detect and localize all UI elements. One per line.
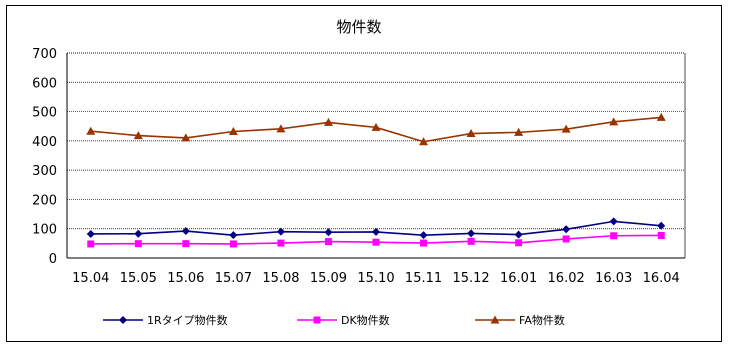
x-tick-label: 16.01 xyxy=(500,271,537,286)
y-tick-label: 200 xyxy=(32,193,57,208)
data-point xyxy=(134,229,143,238)
legend-marker xyxy=(119,316,127,324)
data-point xyxy=(657,231,665,239)
data-point xyxy=(657,221,666,230)
data-point xyxy=(562,235,570,243)
y-tick-labels: 0 100 200 300 400 500 600 700 xyxy=(32,47,57,267)
data-point xyxy=(324,228,333,237)
data-point xyxy=(182,240,190,248)
series-1 xyxy=(87,231,665,248)
data-point xyxy=(467,229,476,238)
data-point xyxy=(229,231,238,240)
data-point xyxy=(276,124,286,133)
x-tick-label: 15.07 xyxy=(215,271,252,286)
legend-marker xyxy=(490,315,500,324)
x-tick-label: 16.02 xyxy=(548,271,585,286)
data-point xyxy=(610,232,618,240)
legend-item: FA物件数 xyxy=(475,313,565,327)
legend-label: DK物件数 xyxy=(341,313,390,327)
series-0 xyxy=(86,217,666,240)
data-point xyxy=(228,126,238,135)
series-2 xyxy=(86,112,666,146)
data-point xyxy=(609,217,618,226)
x-tick-label: 16.04 xyxy=(643,271,680,286)
data-point xyxy=(277,239,285,247)
x-tick-label: 15.09 xyxy=(310,271,347,286)
y-tick-label: 600 xyxy=(32,76,57,91)
legend-label: FA物件数 xyxy=(519,313,565,327)
y-tick-label: 100 xyxy=(32,223,57,238)
data-point xyxy=(86,126,96,135)
data-point xyxy=(609,117,619,126)
legend-label: 1Rタイプ物件数 xyxy=(147,313,228,327)
data-point xyxy=(467,237,475,245)
data-point xyxy=(134,240,142,248)
data-point xyxy=(276,227,285,236)
x-tick-label: 15.10 xyxy=(357,271,394,286)
data-point xyxy=(562,225,571,234)
data-point xyxy=(181,133,191,142)
x-tick-label: 15.08 xyxy=(262,271,299,286)
x-tick-labels: 15.04 15.05 15.06 15.07 15.08 15.09 15.10 15.11… xyxy=(72,271,680,286)
data-point xyxy=(466,129,476,138)
data-point xyxy=(86,229,95,238)
x-tick-label: 16.03 xyxy=(595,271,632,286)
data-point xyxy=(372,238,380,246)
data-point xyxy=(372,227,380,236)
legend-item: 1Rタイプ物件数 xyxy=(103,313,228,327)
y-tick-label: 400 xyxy=(32,135,57,150)
chart-title: 物件数 xyxy=(336,18,381,36)
y-tick-label: 500 xyxy=(32,106,57,121)
data-point xyxy=(87,240,95,248)
data-point xyxy=(324,238,332,246)
data-point xyxy=(323,117,333,126)
data-point xyxy=(561,124,571,133)
x-tick-label: 15.12 xyxy=(452,271,489,286)
series xyxy=(86,112,666,248)
y-tick-label: 300 xyxy=(32,164,57,179)
gridlines xyxy=(67,52,685,230)
data-point xyxy=(419,231,428,240)
data-point xyxy=(420,239,428,247)
data-point xyxy=(656,112,666,121)
chart-frame: 物件数 0 100 200 300 400 500 600 700 15.04 15.05 15.… xyxy=(6,5,722,342)
x-tick-label: 15.11 xyxy=(405,271,442,286)
legend-item: DK物件数 xyxy=(297,313,390,327)
legend-marker xyxy=(313,316,321,324)
y-tick-label: 0 xyxy=(49,252,57,267)
data-point xyxy=(419,137,429,146)
data-point xyxy=(133,131,143,140)
data-point xyxy=(181,227,190,236)
data-point xyxy=(514,230,523,239)
x-tick-label: 15.04 xyxy=(72,271,109,286)
data-point xyxy=(515,239,523,247)
data-point xyxy=(229,240,237,248)
data-point xyxy=(514,127,524,136)
y-tick-label: 700 xyxy=(32,47,57,62)
data-point xyxy=(371,122,381,131)
x-tick-label: 15.05 xyxy=(120,271,157,286)
legend: 1Rタイプ物件数 DK物件数 FA物件数 xyxy=(103,313,565,327)
axes xyxy=(66,52,686,259)
x-tick-label: 15.06 xyxy=(167,271,204,286)
